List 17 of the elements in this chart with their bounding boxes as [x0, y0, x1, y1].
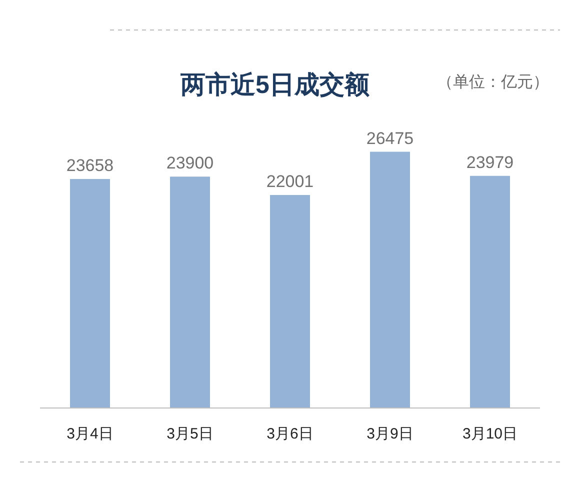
x-tick-label: 3月4日 — [66, 426, 114, 443]
data-label: 22001 — [266, 172, 314, 192]
data-label: 26475 — [366, 128, 414, 148]
data-label: 23900 — [166, 154, 214, 173]
x-tick-label: 3月5日 — [166, 426, 214, 443]
chart-title: 两市近5日成交额 — [180, 70, 370, 101]
bar — [270, 195, 310, 408]
bar — [70, 179, 110, 408]
x-tick-label: 3月6日 — [266, 426, 314, 443]
data-label: 23658 — [66, 156, 114, 176]
x-tick-label: 3月9日 — [366, 426, 414, 443]
data-label: 23979 — [466, 152, 514, 172]
bar — [170, 176, 210, 408]
text: （单位：亿元） — [437, 73, 549, 93]
bar — [470, 176, 510, 408]
x-tick-label: 3月10日 — [462, 426, 518, 443]
bar — [370, 152, 410, 408]
